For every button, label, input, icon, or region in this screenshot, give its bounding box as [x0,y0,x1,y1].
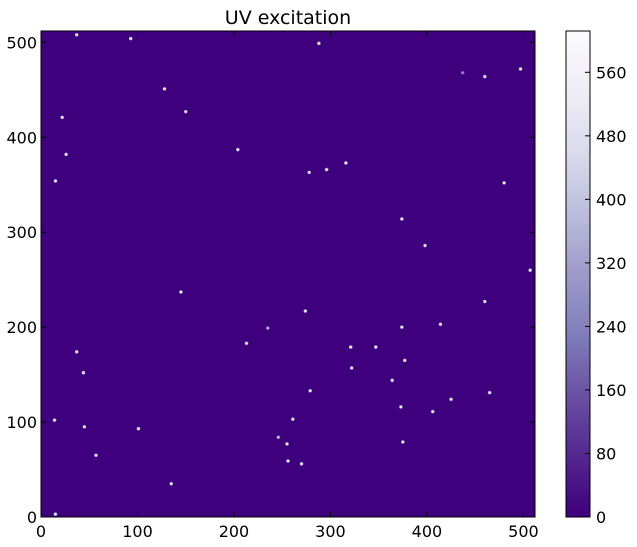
data-point [300,462,303,465]
data-point [286,459,290,463]
data-point [325,168,328,171]
image-background [41,31,535,517]
data-point [266,327,269,330]
data-point [179,290,183,294]
data-point [236,148,239,151]
data-point [129,37,132,40]
colorbar-tick-label: 480 [596,127,627,146]
colorbar-tick-label: 240 [596,317,627,336]
y-tick-label: 200 [6,318,37,337]
chart-title: UV excitation [225,7,351,29]
data-point [529,269,532,272]
data-point [308,171,311,174]
x-tick-label: 300 [315,522,346,541]
data-point [400,326,403,329]
data-point [350,366,353,370]
data-point [54,513,57,516]
data-point [317,42,320,45]
data-point [53,419,56,422]
data-point [401,440,404,444]
data-point [304,309,307,313]
data-point [170,482,173,485]
data-point [431,410,434,413]
data-point [423,244,427,247]
data-point [82,371,85,374]
y-tick-label: 100 [6,413,37,432]
data-point [344,161,347,165]
data-point [461,71,464,74]
data-point [94,454,98,457]
axes-frame [40,30,536,518]
data-point [403,359,406,362]
data-point [245,342,248,345]
data-point [83,425,86,428]
y-tick-label: 0 [27,508,37,527]
data-point [483,75,486,78]
data-point [184,110,187,113]
data-point [374,345,377,349]
y-tick-label: 400 [6,128,37,147]
data-point [61,116,64,119]
data-point [285,442,289,446]
colorbar-tick-label: 160 [596,381,627,400]
data-point [519,67,522,71]
colorbar-tick-label: 560 [596,63,627,82]
points-layer [52,32,532,516]
data-point [439,323,442,326]
data-point [75,33,78,36]
data-point [488,391,491,394]
x-axis: 0 100 200 300 400 500 [36,31,539,541]
colorbar-tick-label: 400 [596,190,627,209]
colorbar-tick-label: 80 [596,444,616,463]
data-point [503,181,506,184]
x-tick-label: 100 [122,522,153,541]
data-point [391,379,394,382]
data-point [349,345,352,349]
data-point [291,418,294,421]
data-point [137,427,140,430]
data-point [64,153,68,156]
y-tick-label: 500 [6,33,37,52]
colorbar-tick-label: 0 [596,508,606,527]
data-point [399,405,402,408]
y-axis: 0 100 200 300 400 500 [6,33,535,527]
data-point [75,350,78,353]
data-point [54,179,57,183]
data-point [400,217,403,221]
x-tick-label: 0 [36,522,46,541]
colorbar-axis: 0 80 160 240 320 400 480 560 [585,63,627,527]
data-point [483,300,486,303]
data-point [163,87,166,91]
x-tick-label: 500 [508,522,539,541]
x-tick-label: 400 [412,522,443,541]
colorbar-tick-label: 320 [596,254,627,273]
x-tick-label: 200 [219,522,250,541]
data-point [277,436,280,439]
colorbar [565,30,591,518]
y-tick-label: 300 [6,223,37,242]
data-point [309,389,312,392]
data-point [449,398,453,401]
